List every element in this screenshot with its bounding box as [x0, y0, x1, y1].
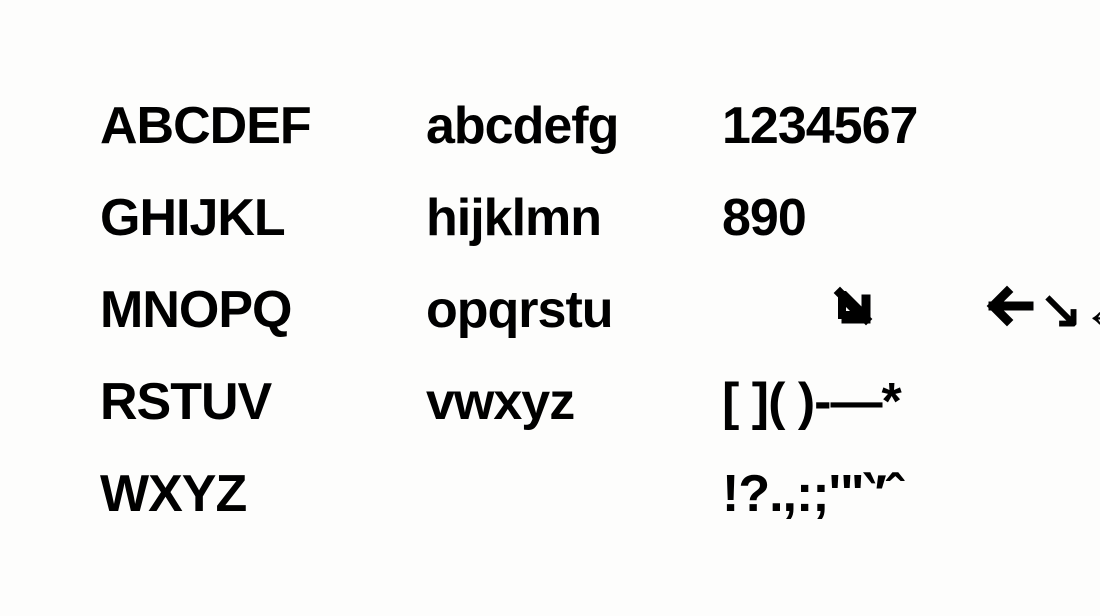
uppercase-row-3: MNOPQ	[100, 264, 390, 356]
uppercase-row-2: GHIJKL	[100, 172, 390, 264]
uppercase-row-5: WXYZ	[100, 448, 390, 540]
lowercase-row-4: vwxyz	[426, 356, 686, 448]
type-specimen: ABCDEF GHIJKL MNOPQ RSTUV WXYZ abcdefg h…	[100, 80, 1042, 540]
uppercase-row-1: ABCDEF	[100, 80, 390, 172]
symbols-row-2: [ ]( )-—*	[722, 356, 1042, 448]
lowercase-row-3: opqrstu	[426, 264, 686, 356]
lowercase-row-5	[426, 448, 686, 540]
ampersand-glyph: ↘←&	[1039, 284, 1100, 336]
column-uppercase: ABCDEF GHIJKL MNOPQ RSTUV WXYZ	[100, 80, 390, 540]
column-lowercase: abcdefg hijklmn opqrstu vwxyz	[426, 80, 686, 540]
column-numerals-symbols: 1234567 890 ↘←&	[722, 80, 1042, 540]
uppercase-row-4: RSTUV	[100, 356, 390, 448]
lowercase-row-1: abcdefg	[426, 80, 686, 172]
numerals-row-1: 1234567	[722, 80, 1042, 172]
symbols-row-1: ↘←&	[722, 264, 1042, 356]
lowercase-row-2: hijklmn	[426, 172, 686, 264]
symbols-row-3: !?.,:;'"‵′ˆ	[722, 448, 1042, 540]
